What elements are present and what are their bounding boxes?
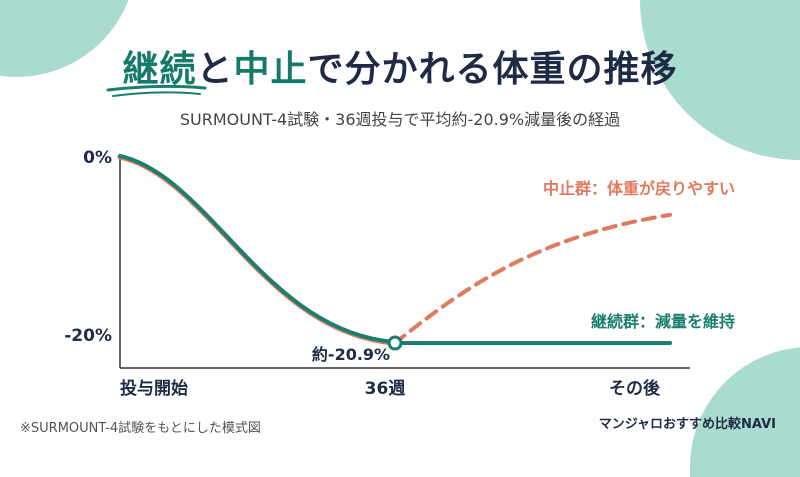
title-rest: で分かれる体重の推移	[307, 49, 678, 90]
title-underline-2	[112, 91, 201, 97]
title-and: と	[196, 49, 234, 90]
series-stop-rebound	[393, 212, 672, 346]
marker-36-weeks	[387, 335, 403, 351]
title-continue: 継続	[122, 49, 197, 90]
weight-chart: 0% -20% 投与開始 36週 その後 中止群：体重が戻りやすい継続群：減量を維持約-2…	[64, 84, 735, 399]
title-stop: 中止	[233, 49, 308, 90]
brand-label: マンジャロおすすめ比較NAVI	[598, 417, 776, 432]
series-label-continue: 継続群：減量を維持	[591, 312, 735, 331]
x-tick-label: その後	[609, 378, 661, 399]
y-tick-label: 0%	[83, 148, 112, 168]
footnote: ※SURMOUNT-4試験をもとにした模式図	[20, 421, 261, 436]
series-continue-descent	[118, 154, 397, 345]
x-tick-label: 36週	[365, 379, 406, 399]
annotation-label: 約-20.9%	[312, 345, 390, 364]
page-title: 継続と中止で分かれる体重の推移	[0, 40, 800, 92]
series-label-stop: 中止群：体重が戻りやすい	[543, 179, 735, 198]
title-underline	[106, 84, 207, 92]
series-stop-descent	[117, 154, 398, 346]
x-tick-label: 投与開始	[120, 378, 188, 399]
page-subtitle: SURMOUNT-4試験・36週投与で平均約-20.9%減量後の経過	[179, 110, 621, 129]
y-tick-label: -20%	[64, 326, 112, 346]
